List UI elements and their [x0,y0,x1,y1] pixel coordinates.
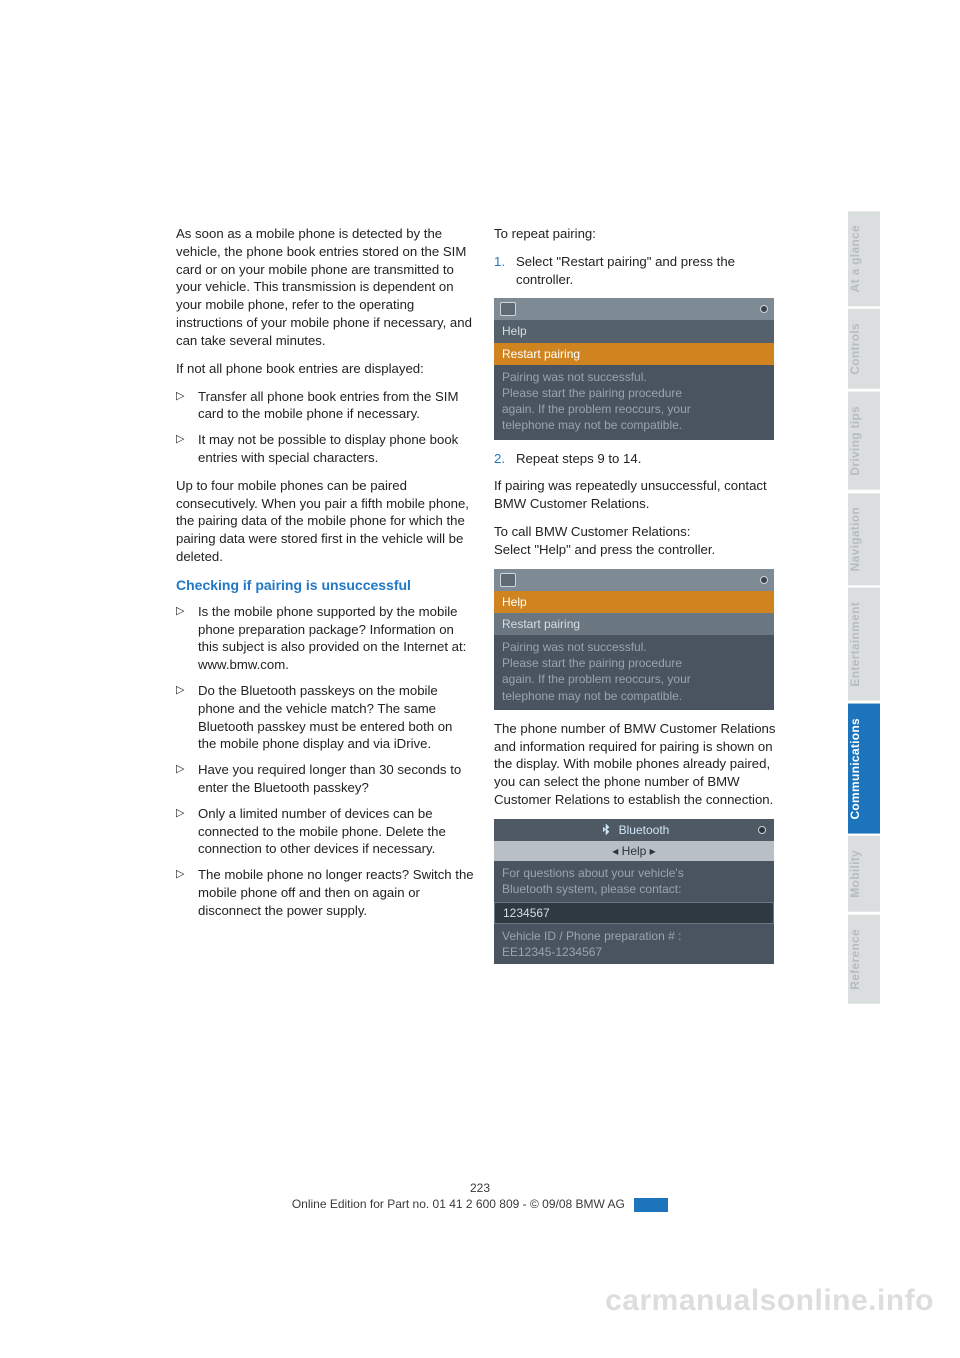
screenshot-line: Please start the pairing procedure [502,385,766,401]
list-item: Only a limited number of devices can be … [176,805,474,858]
step-text: Select "Restart pairing" and press the c… [516,254,735,287]
paragraph: Up to four mobile phones can be paired c… [176,477,474,566]
idrive-screenshot: Help Restart pairing Pairing was not suc… [494,298,774,439]
page: As soon as a mobile phone is detected by… [0,0,960,1358]
tab-controls[interactable]: Controls [848,309,880,389]
list-item: Have you required longer than 30 seconds… [176,761,474,797]
page-number: 223 [0,1181,960,1195]
tab-entertainment[interactable]: Entertainment [848,588,880,701]
paragraph: To repeat pairing: [494,225,792,243]
watermark: carmanualsonline.info [605,1284,934,1318]
step-number: 2. [494,450,505,468]
menu-item-restart-pairing: Restart pairing [494,613,774,635]
step-list: 2. Repeat steps 9 to 14. [494,450,792,468]
paragraph: The phone number of BMW Customer Relatio… [494,720,792,809]
screenshot-line: EE12345-1234567 [502,945,602,959]
idrive-screenshot-bluetooth: Bluetooth ◂ Help ▸ For questions about y… [494,819,774,964]
list-item: It may not be possible to display phone … [176,431,474,467]
text-line: To call BMW Customer Relations: [494,524,690,539]
footer-bar [634,1198,668,1212]
paragraph: If not all phone book entries are displa… [176,360,474,378]
screenshot-line: telephone may not be compatible. [502,688,766,704]
selector-dot-icon [760,576,768,584]
side-tabs: At a glance Controls Driving tips Naviga… [848,211,880,1007]
tab-navigation[interactable]: Navigation [848,493,880,585]
screenshot-body: Pairing was not successful. Please start… [494,635,774,710]
step-text: Repeat steps 9 to 14. [516,451,641,466]
page-footer: 223 Online Edition for Part no. 01 41 2 … [0,1181,960,1212]
screenshot-body: Vehicle ID / Phone preparation # : EE123… [494,924,774,964]
tab-mobility[interactable]: Mobility [848,836,880,912]
screenshot-line: Bluetooth system, please contact: [502,882,681,896]
screenshot-title-text: Bluetooth [619,822,670,838]
screenshot-line: Pairing was not successful. [502,639,766,655]
paragraph: As soon as a mobile phone is detected by… [176,225,474,350]
screenshot-line: For questions about your vehicle's [502,866,684,880]
screenshot-line: Please start the pairing procedure [502,655,766,671]
screenshot-body: Pairing was not successful. Please start… [494,365,774,440]
section-heading: Checking if pairing is unsuccessful [176,576,474,595]
back-icon [500,573,516,587]
idrive-screenshot: Help Restart pairing Pairing was not suc… [494,569,774,710]
list-item: Do the Bluetooth passkeys on the mobile … [176,682,474,753]
menu-item-restart-pairing: Restart pairing [494,343,774,365]
screenshot-line: again. If the problem reoccurs, your [502,401,766,417]
list-item: 2. Repeat steps 9 to 14. [494,450,792,468]
menu-item-help: ◂ Help ▸ [494,841,774,861]
tab-communications[interactable]: Communications [848,704,880,834]
paragraph: If pairing was repeatedly unsuccessful, … [494,477,792,513]
tab-reference[interactable]: Reference [848,915,880,1004]
step-list: 1. Select "Restart pairing" and press th… [494,253,792,289]
selector-dot-icon [758,826,766,834]
selector-dot-icon [760,305,768,313]
list-item: Transfer all phone book entries from the… [176,388,474,424]
paragraph: To call BMW Customer Relations: Select "… [494,523,792,559]
screenshot-titlebar [494,569,774,591]
text-line: Select "Help" and press the controller. [494,542,715,557]
back-icon [500,302,516,316]
screenshot-title: Bluetooth [494,819,774,841]
screenshot-line: again. If the problem reoccurs, your [502,671,766,687]
bullet-list: Is the mobile phone supported by the mob… [176,603,474,920]
bullet-list: Transfer all phone book entries from the… [176,388,474,467]
screenshot-line: Pairing was not successful. [502,369,766,385]
tab-at-a-glance[interactable]: At a glance [848,211,880,306]
left-column: As soon as a mobile phone is detected by… [176,225,474,930]
menu-item-help: Help [494,591,774,613]
bluetooth-icon [599,823,613,837]
list-item: 1. Select "Restart pairing" and press th… [494,253,792,289]
footer-text: Online Edition for Part no. 01 41 2 600 … [292,1197,625,1211]
screenshot-titlebar [494,298,774,320]
screenshot-body: For questions about your vehicle's Bluet… [494,861,774,901]
content-area: As soon as a mobile phone is detected by… [176,225,792,974]
list-item: The mobile phone no longer reacts? Switc… [176,866,474,919]
phone-number-row: 1234567 [494,902,774,924]
screenshot-line: telephone may not be compatible. [502,417,766,433]
screenshot-line: Vehicle ID / Phone preparation # : [502,929,681,943]
menu-item-help: Help [494,320,774,342]
tab-driving-tips[interactable]: Driving tips [848,392,880,490]
list-item: Is the mobile phone supported by the mob… [176,603,474,674]
right-column: To repeat pairing: 1. Select "Restart pa… [494,225,792,974]
step-number: 1. [494,253,505,271]
